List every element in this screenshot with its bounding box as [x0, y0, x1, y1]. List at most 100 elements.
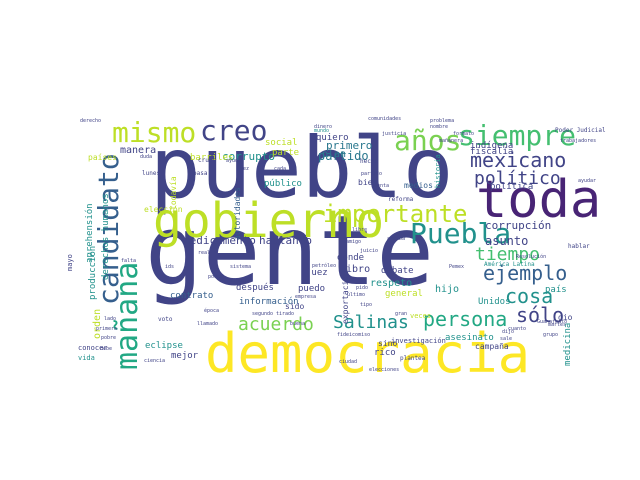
cloud-word: parte — [272, 148, 299, 158]
cloud-word: mismo — [112, 116, 196, 149]
cloud-word: mundo — [314, 128, 329, 134]
cloud-word: partido — [318, 149, 369, 163]
cloud-word: hablar — [568, 243, 590, 250]
cloud-word: debe — [100, 346, 112, 352]
cloud-word: asesinato — [445, 333, 494, 343]
cloud-word: juez — [306, 268, 328, 278]
cloud-word: amigo — [346, 239, 361, 245]
cloud-word: aprehensión — [84, 203, 95, 263]
cloud-word: gran — [395, 311, 407, 317]
cloud-word: Poder Judicial — [555, 127, 606, 134]
cloud-word: años — [394, 124, 461, 157]
cloud-word: Unidos — [478, 297, 511, 307]
cloud-word: importante — [323, 200, 468, 228]
cloud-word: toda — [476, 170, 601, 230]
cloud-word: comunidades — [368, 116, 401, 122]
cloud-word: sistema — [230, 264, 251, 270]
cloud-word: dio — [558, 313, 573, 322]
cloud-word: candidato — [92, 153, 125, 305]
cloud-word: medicamento — [183, 234, 256, 247]
cloud-word: plan — [322, 149, 346, 160]
cloud-word: ids — [165, 264, 174, 270]
cloud-word: después — [236, 282, 274, 293]
cloud-word: época — [204, 307, 219, 314]
cloud-word: voto — [158, 316, 173, 323]
cloud-word: real — [198, 250, 210, 256]
cloud-word: político — [474, 168, 561, 189]
cloud-word: social — [265, 138, 298, 148]
cloud-word: elección — [144, 204, 183, 214]
cloud-word: trabajadores — [560, 138, 596, 144]
cloud-word: lunes — [142, 170, 160, 177]
cloud-word: todavía — [169, 176, 178, 210]
cloud-word: exportación — [340, 271, 350, 324]
cloud-word: elecciones — [369, 367, 399, 373]
cloud-word: historia — [434, 154, 442, 188]
cloud-word: martes — [548, 322, 566, 328]
cloud-word: mayo — [66, 254, 74, 271]
cloud-word: ejemplo — [483, 261, 567, 285]
cloud-word: democracia — [205, 322, 530, 385]
cloud-word: mejor — [171, 351, 199, 361]
cloud-word: quiero — [316, 133, 349, 143]
cloud-word: problema — [430, 118, 454, 124]
cloud-word: Pemex — [449, 264, 464, 270]
cloud-word: orden — [92, 309, 103, 339]
cloud-word: rico — [374, 348, 396, 358]
cloud-word: manera — [120, 145, 156, 156]
cloud-word: asunto — [485, 234, 528, 248]
cloud-word: barriles — [190, 153, 233, 163]
cloud-word: segundo — [252, 311, 273, 317]
cloud-word: reforma — [388, 196, 414, 203]
cloud-word: fiscalía — [470, 147, 513, 157]
cloud-word: hijo — [435, 284, 459, 295]
cloud-word: público — [264, 179, 302, 189]
cloud-word: lado — [104, 316, 116, 322]
cloud-word: ayuda — [226, 158, 241, 164]
cloud-word: cuanto — [508, 326, 526, 332]
cloud-word: dinero — [314, 124, 332, 130]
cloud-word: eclipse — [145, 341, 183, 351]
cloud-word: mañanera — [439, 138, 463, 144]
cloud-word: ayudar — [578, 178, 596, 184]
cloud-word: dijo — [502, 329, 514, 335]
cloud-word: cosa — [505, 284, 553, 308]
cloud-word: medicina — [563, 323, 573, 366]
cloud-word: América Latina — [484, 261, 535, 268]
cloud-word: debate — [381, 266, 414, 276]
cloud-word: formato — [453, 131, 474, 137]
cloud-word: vida — [78, 354, 95, 362]
cloud-word: poder — [208, 274, 223, 280]
cloud-word: ciencia — [144, 358, 165, 364]
cloud-word: autoridades — [233, 187, 242, 240]
cloud-word: respeto — [370, 278, 412, 289]
cloud-word: grupo — [543, 332, 558, 338]
cloud-word: nombre — [430, 124, 448, 130]
cloud-word: Guanajuato — [537, 319, 567, 325]
cloud-word: bien — [358, 178, 377, 187]
cloud-word: tirado — [276, 311, 294, 317]
cloud-word: corrupto — [222, 150, 275, 163]
cloud-word: gobierno — [153, 193, 384, 249]
cloud-word: primero — [326, 139, 372, 152]
cloud-word: tiempo — [475, 244, 540, 265]
cloud-word: justicia — [382, 131, 406, 137]
cloud-word: países — [88, 153, 117, 162]
cloud-word: corrupción — [485, 219, 551, 232]
cloud-word: sale — [500, 336, 512, 342]
cloud-word: sólo — [516, 303, 564, 327]
cloud-word: Puebla — [410, 217, 511, 250]
cloud-word: veces — [410, 312, 431, 320]
cloud-word: cada — [274, 166, 286, 172]
cloud-word: general — [385, 289, 423, 299]
cloud-word: mañana — [110, 262, 145, 370]
cloud-word: derechos humanos — [101, 193, 111, 280]
cloud-word: fideicomiso — [337, 332, 370, 338]
cloud-word: campaña — [475, 342, 509, 351]
cloud-word: pobre — [101, 335, 116, 341]
cloud-word: último — [347, 291, 365, 298]
cloud-word: tipo — [360, 302, 372, 308]
cloud-word: Salinas — [333, 312, 409, 333]
